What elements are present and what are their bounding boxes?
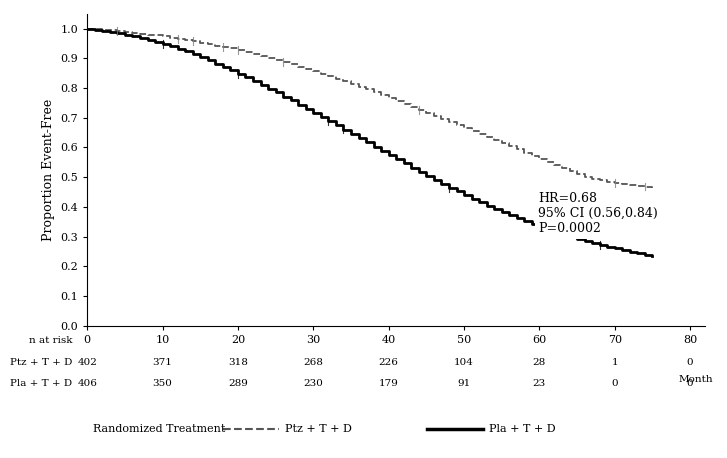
Text: 0: 0 [687, 379, 694, 388]
Y-axis label: Proportion Event-Free: Proportion Event-Free [42, 98, 55, 241]
Text: 371: 371 [153, 358, 172, 366]
Text: Randomized Treatment: Randomized Treatment [93, 424, 226, 434]
Text: 318: 318 [228, 358, 248, 366]
Text: 1: 1 [611, 358, 618, 366]
Text: 406: 406 [77, 379, 97, 388]
Text: 230: 230 [303, 379, 324, 388]
Text: Pla + T + D: Pla + T + D [10, 379, 72, 388]
Text: 350: 350 [153, 379, 172, 388]
Text: 0: 0 [611, 379, 618, 388]
Text: 179: 179 [379, 379, 398, 388]
Text: n at risk: n at risk [28, 336, 72, 345]
Text: Ptz + T + D: Ptz + T + D [285, 424, 352, 434]
Text: 0: 0 [687, 358, 694, 366]
Text: Ptz + T + D: Ptz + T + D [9, 358, 72, 366]
Text: HR=0.68
95% CI (0.56,0.84)
P=0.0002: HR=0.68 95% CI (0.56,0.84) P=0.0002 [538, 192, 658, 235]
Text: Pla + T + D: Pla + T + D [489, 424, 555, 434]
Text: 268: 268 [303, 358, 324, 366]
Text: 226: 226 [379, 358, 398, 366]
Text: 91: 91 [457, 379, 470, 388]
Text: 28: 28 [533, 358, 546, 366]
Text: 23: 23 [533, 379, 546, 388]
Text: 289: 289 [228, 379, 248, 388]
Text: 402: 402 [77, 358, 97, 366]
Text: Month: Month [678, 375, 712, 384]
Text: 104: 104 [454, 358, 474, 366]
